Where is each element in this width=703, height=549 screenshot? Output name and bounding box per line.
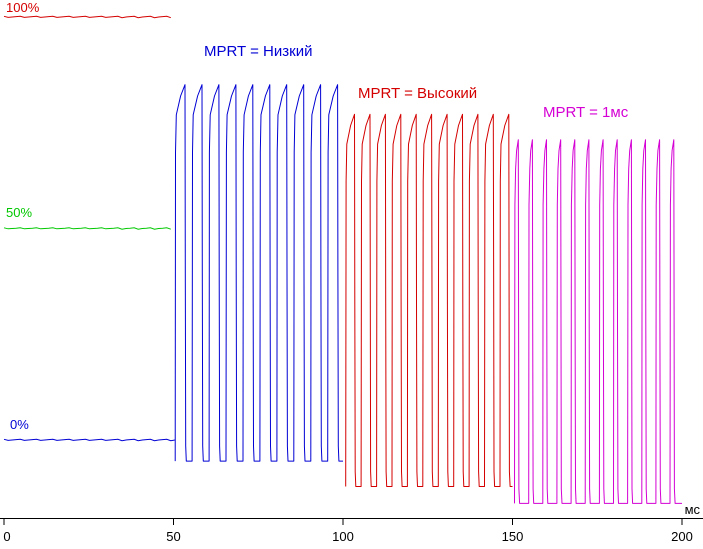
waveform-MPRT = Низкий [174,84,343,462]
annotation-mprt-1ms: MPRT = 1мс [543,104,629,121]
ref-label-0-percent: 0% [10,417,29,432]
x-tick-label-0: 0 [3,529,10,544]
x-axis-unit-label: мс [684,502,700,517]
x-tick-label-50: 50 [166,529,180,544]
annotation-mprt-high: MPRT = Высокий [358,85,478,102]
x-tick-label-150: 150 [502,529,524,544]
ref-label-100-percent: 100% [6,0,40,15]
reference-line-100% [3,15,171,19]
waveform-MPRT = 1мс [514,139,682,504]
annotation-mprt-low: MPRT = Низкий [204,43,313,60]
reference-line-50% [3,227,171,230]
x-tick-label-100: 100 [332,529,354,544]
x-tick-label-200: 200 [671,529,693,544]
ref-label-50-percent: 50% [6,205,33,220]
waveform-MPRT = Высокий [345,113,513,487]
reference-line-0% [3,438,175,442]
